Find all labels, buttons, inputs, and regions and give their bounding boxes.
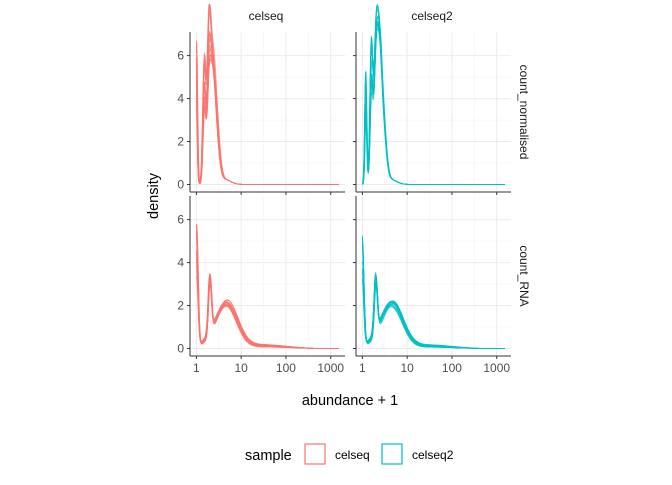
density-line-celseq [195,252,339,349]
density-line-celseq2 [361,236,505,349]
density-line-celseq2 [361,268,505,349]
density-line-celseq [196,242,339,349]
strip-count-rna: count_RNA [517,245,531,306]
y-axis-title: density [146,172,162,219]
legend-label-celseq2: celseq2 [412,448,454,462]
y-tick-label: 6 [177,213,184,227]
density-line-celseq2 [361,246,505,349]
panel-celseq-count_normalised: 0 2 4 6 [177,3,345,195]
density-line-celseq2 [361,241,505,349]
density-line-celseq [195,235,339,349]
density-line-celseq2 [362,250,505,349]
strip-celseq: celseq [249,9,284,23]
x-tick-label: 10 [234,361,248,375]
panel-celseq2-count_normalised [353,4,511,195]
density-line-celseq [195,242,339,349]
panel-celseq2-count_RNA: 1 10 100 1000 [353,196,511,375]
density-line-celseq2 [362,15,505,185]
density-line-celseq [195,5,339,185]
density-line-celseq [196,270,339,349]
density-line-celseq2 [361,236,505,349]
y-tick-label: 6 [177,49,184,63]
density-line-celseq2 [361,261,505,349]
x-tick-label: 1000 [317,361,344,375]
density-line-celseq2 [361,243,505,349]
density-line-celseq [195,3,339,185]
x-tick-label: 10 [400,361,414,375]
legend-key-celseq2 [381,443,403,465]
density-line-celseq [195,264,339,349]
legend-key-celseq [304,443,326,465]
density-line-celseq2 [361,248,505,349]
density-line-celseq2 [361,235,505,349]
density-line-celseq [195,230,339,349]
density-line-celseq [195,229,339,349]
y-tick-label: 2 [177,135,184,149]
density-line-celseq [195,224,339,349]
y-tick-label: 4 [177,256,184,270]
legend-title: sample [245,448,292,464]
x-tick-label: 100 [442,361,462,375]
legend-label-celseq: celseq [335,448,370,462]
strip-celseq2: celseq2 [411,9,453,23]
panels-layer: 0 2 4 6 0 2 4 6 1 10 100 1000 1 10 100 1000 [177,3,511,375]
x-tick-label: 1 [193,361,200,375]
density-line-celseq2 [362,27,505,185]
strip-count-normalised: count_normalised [517,65,531,160]
density-line-celseq [195,54,339,185]
x-axis-title: abundance + 1 [302,393,398,409]
density-line-celseq [195,249,339,349]
panel-celseq-count_RNA: 0 2 4 6 1 10 100 1000 [177,196,345,375]
legend: sample celseq celseq2 [245,443,454,465]
y-tick-label: 4 [177,92,184,106]
density-line-celseq2 [361,240,505,349]
y-tick-label: 0 [177,341,184,355]
density-line-celseq [195,260,339,349]
x-tick-label: 100 [276,361,296,375]
y-tick-label: 0 [177,177,184,191]
x-tick-label: 1000 [483,361,510,375]
density-line-celseq [195,4,339,185]
density-line-celseq [195,224,339,349]
y-tick-label: 2 [177,299,184,313]
x-tick-label: 1 [359,361,366,375]
density-line-celseq [195,257,339,349]
